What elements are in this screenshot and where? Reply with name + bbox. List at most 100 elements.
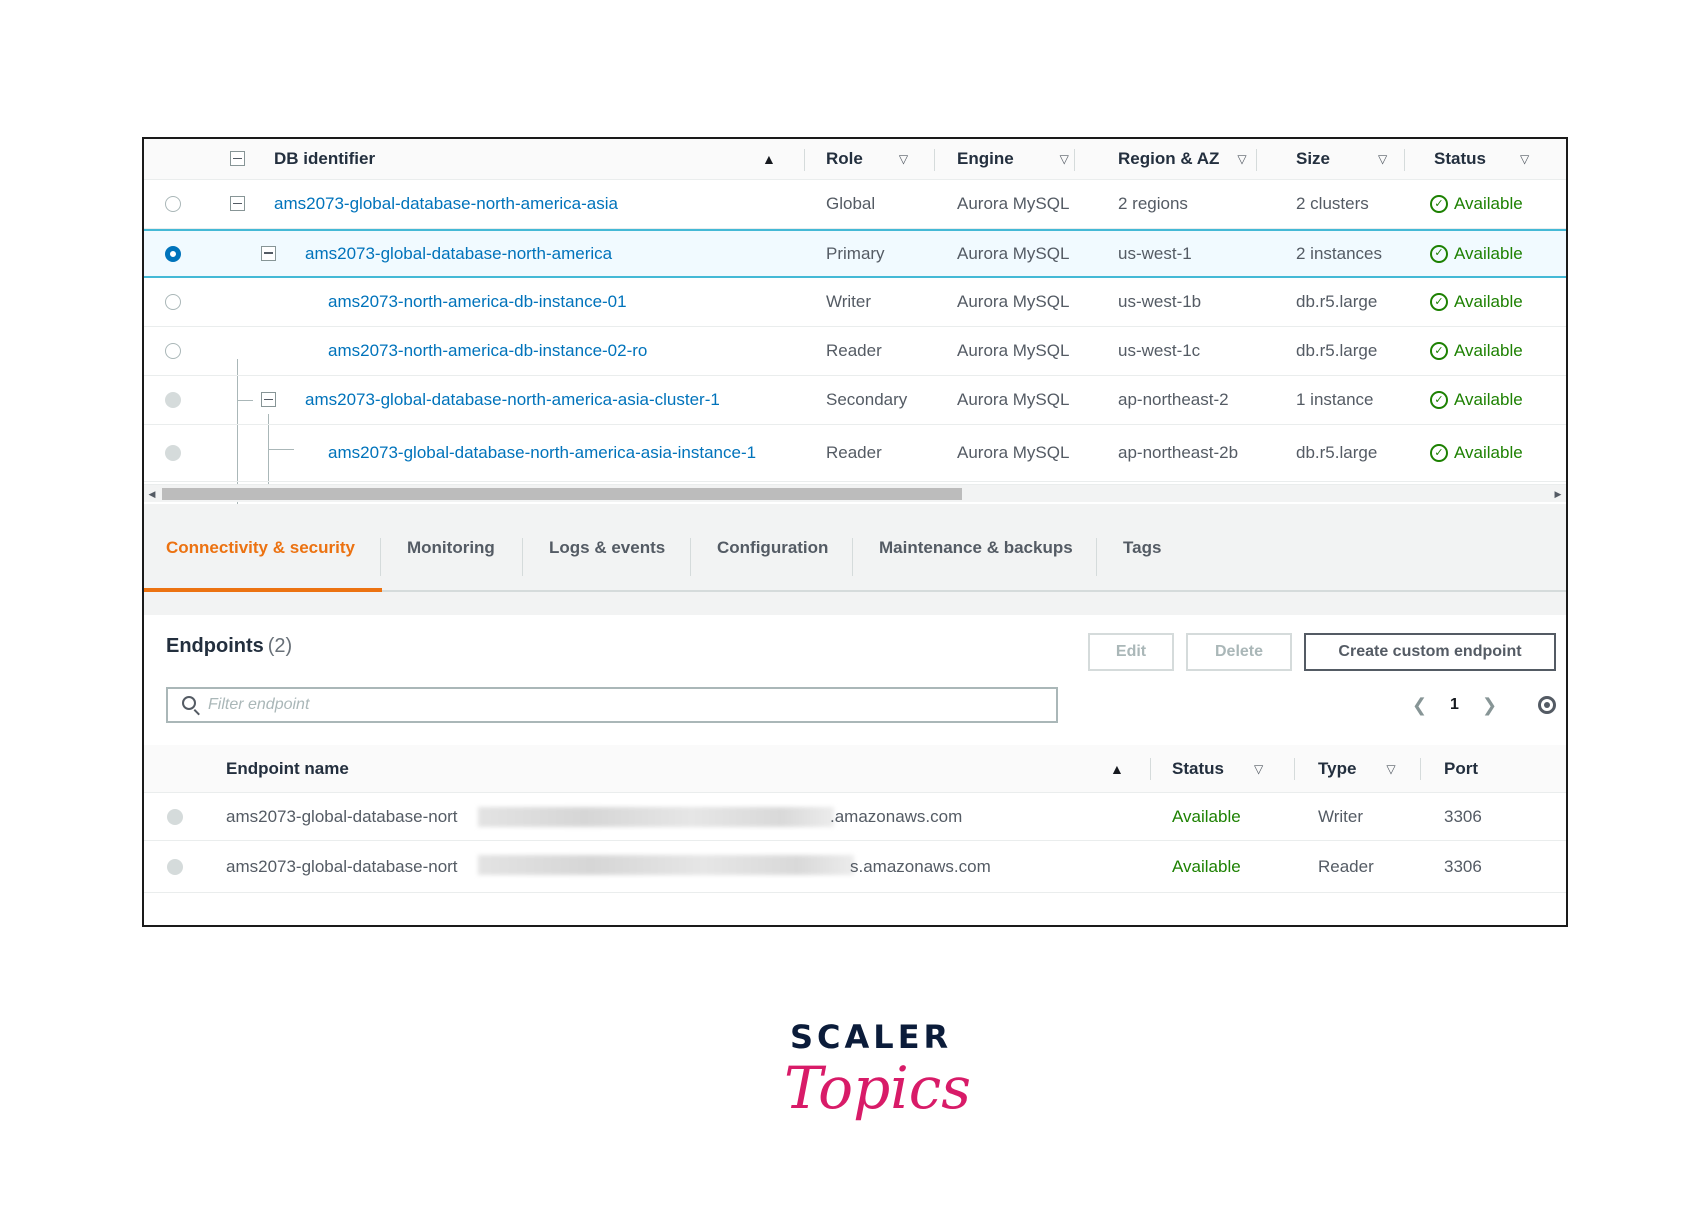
tab-logs-events[interactable]: Logs & events bbox=[549, 538, 666, 557]
rds-console-frame: DB identifier ▲ Role ▽ Engine ▽ Region & A… bbox=[142, 137, 1568, 927]
logo-wordmark: SCALER bbox=[790, 1018, 953, 1056]
role-cell: Secondary bbox=[826, 390, 908, 409]
check-circle-icon: ✓ bbox=[1430, 391, 1448, 409]
region-cell: us-west-1c bbox=[1118, 341, 1201, 360]
status-cell: ✓ Available bbox=[1430, 376, 1523, 424]
redacted-region bbox=[478, 855, 854, 875]
redacted-region bbox=[478, 807, 834, 827]
role-cell: Reader bbox=[826, 341, 882, 360]
size-cell: 1 instance bbox=[1296, 390, 1374, 409]
header-size[interactable]: Size ▽ bbox=[1296, 149, 1388, 168]
row-radio-disabled bbox=[167, 858, 183, 875]
header-region-az[interactable]: Region & AZ ▽ bbox=[1118, 149, 1247, 168]
table-row[interactable]: ams2073-global-database-north-america-as… bbox=[144, 180, 1566, 229]
endpoint-name-prefix: ams2073-global-database-nort bbox=[226, 856, 458, 876]
db-identifier-link[interactable]: ams2073-global-database-north-america-as… bbox=[328, 443, 757, 462]
create-custom-endpoint-button[interactable]: Create custom endpoint bbox=[1304, 633, 1556, 671]
header-engine[interactable]: Engine ▽ bbox=[957, 149, 1069, 168]
endpoint-port: 3306 bbox=[1444, 856, 1482, 876]
sort-icon: ▽ bbox=[1253, 761, 1264, 776]
collapse-icon[interactable] bbox=[261, 392, 276, 407]
tab-monitoring[interactable]: Monitoring bbox=[407, 538, 495, 557]
delete-button[interactable]: Delete bbox=[1186, 633, 1292, 671]
header-endpoint-name[interactable]: Endpoint name bbox=[226, 758, 349, 778]
region-cell: ap-northeast-2b bbox=[1118, 443, 1239, 462]
role-cell: Global bbox=[826, 194, 876, 213]
status-cell: ✓ Available bbox=[1430, 278, 1523, 326]
sort-icon: ▽ bbox=[1519, 152, 1530, 166]
sort-ascending-icon[interactable]: ▲ bbox=[762, 151, 776, 167]
edit-button[interactable]: Edit bbox=[1088, 633, 1174, 671]
endpoint-status: Available bbox=[1172, 806, 1241, 826]
endpoints-count: (2) bbox=[267, 635, 293, 657]
collapse-all-icon[interactable] bbox=[230, 151, 245, 166]
check-circle-icon: ✓ bbox=[1430, 444, 1448, 462]
check-circle-icon: ✓ bbox=[1430, 293, 1448, 311]
gear-icon[interactable] bbox=[1538, 696, 1556, 714]
db-identifier-link[interactable]: ams2073-global-database-north-america-as… bbox=[305, 390, 720, 409]
endpoint-type: Reader bbox=[1318, 856, 1374, 876]
header-role[interactable]: Role ▽ bbox=[826, 149, 909, 168]
engine-cell: Aurora MySQL bbox=[957, 443, 1070, 462]
header-type[interactable]: Type ▽ bbox=[1318, 758, 1396, 778]
table-row[interactable]: ams2073-global-database-north-america-as… bbox=[144, 425, 1566, 482]
header-status[interactable]: Status ▽ bbox=[1172, 758, 1264, 778]
size-cell: 2 instances bbox=[1296, 243, 1382, 263]
table-row-selected[interactable]: ams2073-global-database-north-america Pr… bbox=[144, 229, 1566, 278]
sort-icon: ▽ bbox=[1237, 152, 1247, 166]
table-row[interactable]: ams2073-north-america-db-instance-02-ro … bbox=[144, 327, 1566, 376]
region-cell: 2 regions bbox=[1118, 194, 1188, 213]
db-identifier-link[interactable]: ams2073-global-database-north-america bbox=[305, 243, 613, 263]
table-row[interactable]: ams2073-global-database-nort s.amazonaws… bbox=[144, 841, 1566, 893]
row-radio[interactable] bbox=[165, 196, 181, 212]
scroll-left-icon[interactable]: ◀ bbox=[148, 488, 156, 499]
collapse-icon[interactable] bbox=[230, 196, 245, 211]
row-radio[interactable] bbox=[165, 343, 181, 359]
db-identifier-link[interactable]: ams2073-north-america-db-instance-01 bbox=[328, 292, 627, 311]
engine-cell: Aurora MySQL bbox=[957, 390, 1070, 409]
filter-endpoint-box[interactable] bbox=[166, 687, 1058, 723]
db-identifier-link[interactable]: ams2073-north-america-db-instance-02-ro bbox=[328, 341, 648, 360]
table-row[interactable]: ams2073-north-america-db-instance-01 Wri… bbox=[144, 278, 1566, 327]
header-db-identifier[interactable]: DB identifier bbox=[274, 149, 376, 168]
row-radio-selected[interactable] bbox=[165, 245, 181, 262]
filter-endpoint-input[interactable] bbox=[208, 692, 1048, 718]
engine-cell: Aurora MySQL bbox=[957, 341, 1070, 360]
tab-connectivity-security[interactable]: Connectivity & security bbox=[166, 538, 355, 557]
endpoint-port: 3306 bbox=[1444, 806, 1482, 826]
row-radio-disabled bbox=[165, 445, 181, 461]
table-header-row: DB identifier ▲ Role ▽ Engine ▽ Region & A… bbox=[144, 139, 1566, 180]
horizontal-scrollbar[interactable]: ◀ ▶ bbox=[144, 484, 1566, 502]
check-circle-icon: ✓ bbox=[1430, 342, 1448, 360]
role-cell: Primary bbox=[826, 243, 885, 263]
db-identifier-link[interactable]: ams2073-global-database-north-america-as… bbox=[274, 194, 618, 213]
row-radio-disabled bbox=[167, 808, 183, 825]
tab-tags[interactable]: Tags bbox=[1123, 538, 1162, 557]
active-tab-indicator bbox=[144, 588, 382, 592]
status-cell: ✓ Available bbox=[1430, 327, 1523, 375]
size-cell: db.r5.large bbox=[1296, 443, 1378, 462]
header-status[interactable]: Status ▽ bbox=[1434, 149, 1530, 168]
tab-configuration[interactable]: Configuration bbox=[717, 538, 829, 557]
endpoint-type: Writer bbox=[1318, 806, 1364, 826]
region-cell: ap-northeast-2 bbox=[1118, 390, 1229, 409]
previous-page-icon[interactable]: ❮ bbox=[1412, 694, 1428, 715]
scrollbar-thumb[interactable] bbox=[162, 488, 962, 500]
next-page-icon[interactable]: ❯ bbox=[1482, 694, 1498, 715]
endpoint-name-suffix: s.amazonaws.com bbox=[850, 856, 991, 876]
details-tabs: Connectivity & security Monitoring Logs … bbox=[144, 504, 1566, 592]
check-circle-icon: ✓ bbox=[1430, 195, 1448, 213]
sort-icon: ▽ bbox=[1386, 761, 1396, 776]
table-row[interactable]: ams2073-global-database-nort .amazonaws.… bbox=[144, 793, 1566, 841]
size-cell: db.r5.large bbox=[1296, 341, 1378, 360]
endpoints-title: Endpoints (2) bbox=[166, 635, 293, 657]
row-radio[interactable] bbox=[165, 294, 181, 310]
collapse-icon[interactable] bbox=[261, 245, 276, 261]
scroll-right-icon[interactable]: ▶ bbox=[1554, 488, 1562, 499]
header-port[interactable]: Port bbox=[1444, 758, 1478, 778]
sort-ascending-icon[interactable]: ▲ bbox=[1110, 760, 1124, 777]
page-number[interactable]: 1 bbox=[1450, 696, 1459, 713]
table-row[interactable]: ams2073-global-database-north-america-as… bbox=[144, 376, 1566, 425]
engine-cell: Aurora MySQL bbox=[957, 292, 1070, 311]
tab-maintenance-backups[interactable]: Maintenance & backups bbox=[879, 538, 1073, 557]
